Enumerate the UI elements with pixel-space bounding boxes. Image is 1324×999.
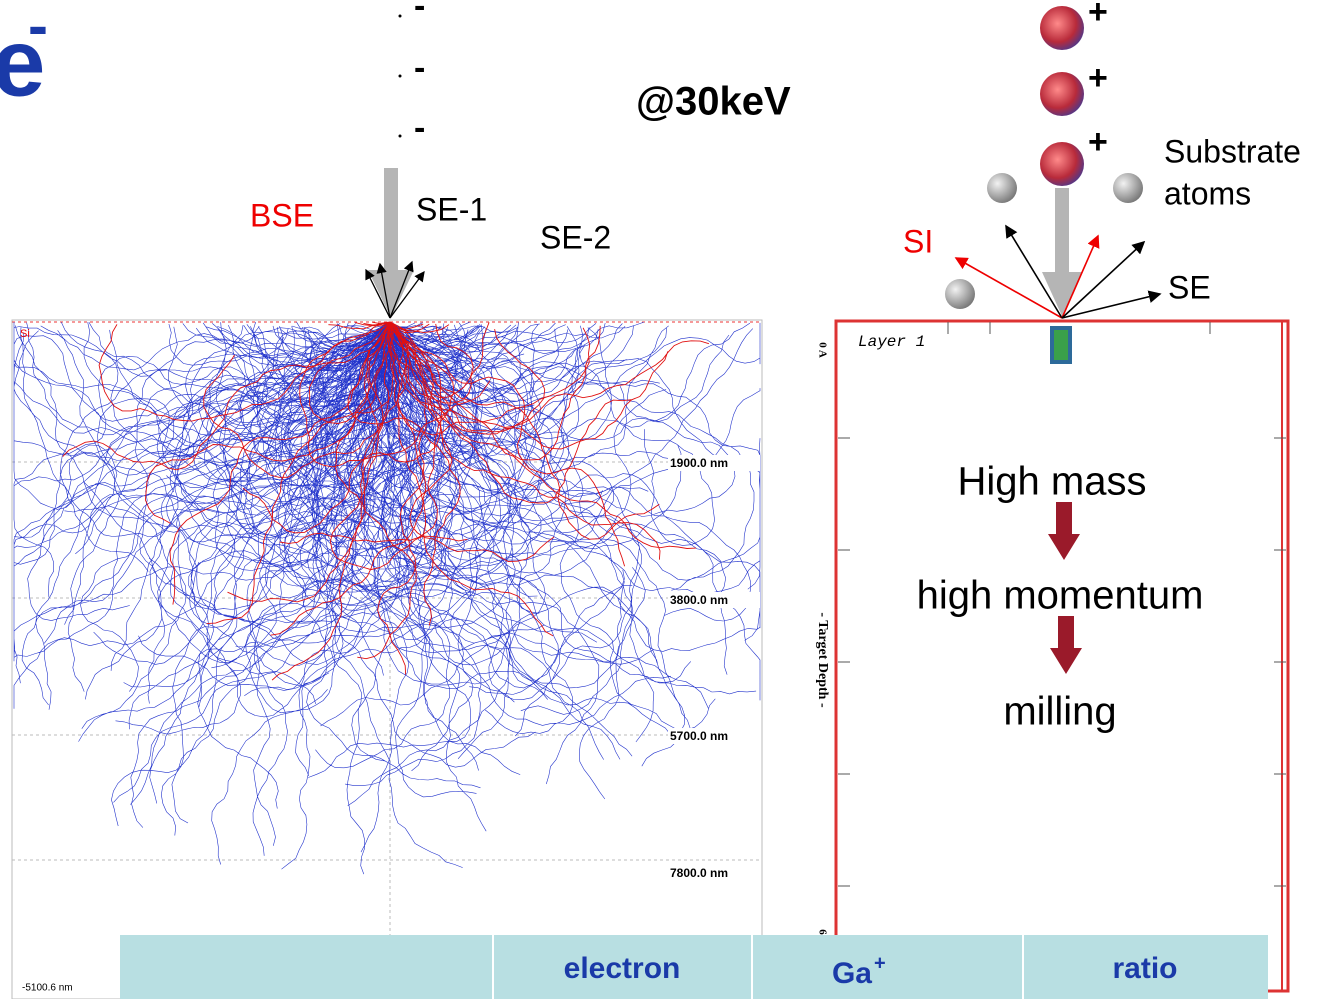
table-header: ratio	[1112, 952, 1177, 985]
charge: -	[414, 0, 425, 25]
diagram: e - - - - @30keV Si 1900.0 nm 3800.0 nm …	[0, 0, 1324, 999]
depth-label: 3800.0 nm	[670, 593, 728, 607]
title-sup: -	[28, 0, 48, 59]
charge: -	[414, 49, 425, 87]
dot	[399, 135, 402, 138]
charge: +	[1088, 0, 1108, 31]
dot	[399, 75, 402, 78]
axis-end: 6	[816, 929, 828, 935]
charge: +	[1088, 59, 1108, 97]
depth-label: 1900.0 nm	[670, 456, 728, 470]
flow-step: milling	[1003, 690, 1116, 734]
flow-step: High mass	[958, 460, 1147, 504]
ions: + + +	[1040, 0, 1108, 186]
table-header: electron	[564, 952, 681, 985]
flow-step: high momentum	[917, 574, 1204, 618]
bse-label: BSE	[250, 197, 314, 233]
table: electron Ga + ratio	[120, 935, 1268, 999]
si-label: SI	[903, 223, 933, 259]
depth-label: 5700.0 nm	[670, 729, 728, 743]
table-header-row	[120, 935, 1268, 999]
slide: {"title": {"base": "e", "sup": "-"}, "el…	[0, 0, 1324, 999]
dot	[399, 15, 402, 18]
ion	[1040, 72, 1084, 116]
se1-label: SE-1	[416, 191, 487, 227]
sim-corner: Si	[20, 328, 30, 340]
charge: +	[1088, 123, 1108, 161]
ion	[1040, 142, 1084, 186]
ion-cascade	[1050, 326, 1072, 364]
ion-arrow	[1042, 188, 1082, 316]
table-header: Ga	[832, 957, 872, 990]
ion	[1040, 6, 1084, 50]
layer-label: Layer 1	[858, 333, 925, 351]
table-header-sup: +	[874, 952, 886, 974]
substrate-label: Substrate	[1164, 133, 1301, 169]
energy: @30keV	[636, 80, 791, 124]
se-label: SE	[1168, 269, 1211, 305]
substrate-label: atoms	[1164, 175, 1251, 211]
axis-zero: 0 A	[816, 342, 828, 358]
axis-title: - Target Depth -	[815, 612, 830, 708]
charge: -	[414, 109, 425, 147]
electron-charges: - - -	[399, 0, 426, 147]
se2-label: SE-2	[540, 219, 611, 255]
bottom-label: -5100.6 nm	[22, 983, 73, 994]
depth-label: 7800.0 nm	[670, 866, 728, 880]
